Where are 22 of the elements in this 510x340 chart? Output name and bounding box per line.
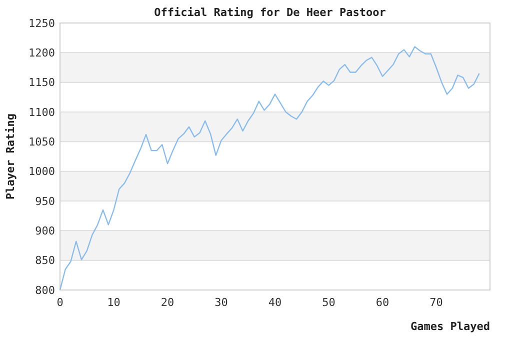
x-tick-label: 50 xyxy=(322,296,336,309)
x-axis-title: Games Played xyxy=(410,320,490,333)
x-tick-label: 10 xyxy=(107,296,120,309)
y-tick-label: 850 xyxy=(35,254,55,268)
y-tick-label: 1050 xyxy=(28,136,55,149)
y-tick-label: 900 xyxy=(35,224,55,238)
x-tick-label: 30 xyxy=(214,296,228,309)
x-tick-label: 40 xyxy=(268,296,282,309)
x-tick-label: 20 xyxy=(160,296,174,309)
y-tick-label: 950 xyxy=(35,194,55,208)
y-tick-label: 1250 xyxy=(28,16,55,30)
x-tick-label: 70 xyxy=(430,296,443,309)
x-tick-label: 60 xyxy=(376,296,390,309)
y-tick-label: 1000 xyxy=(28,165,55,178)
chart-title: Official Rating for De Heer Pastoor xyxy=(154,6,386,19)
y-tick-label: 1200 xyxy=(28,46,55,60)
y-tick-label: 1150 xyxy=(28,76,55,90)
y-axis-title: Player Rating xyxy=(4,113,17,200)
y-tick-label: 800 xyxy=(35,284,55,297)
line-series xyxy=(59,46,480,291)
x-tick-label: 0 xyxy=(56,296,64,309)
y-tick-label: 1100 xyxy=(28,106,55,119)
